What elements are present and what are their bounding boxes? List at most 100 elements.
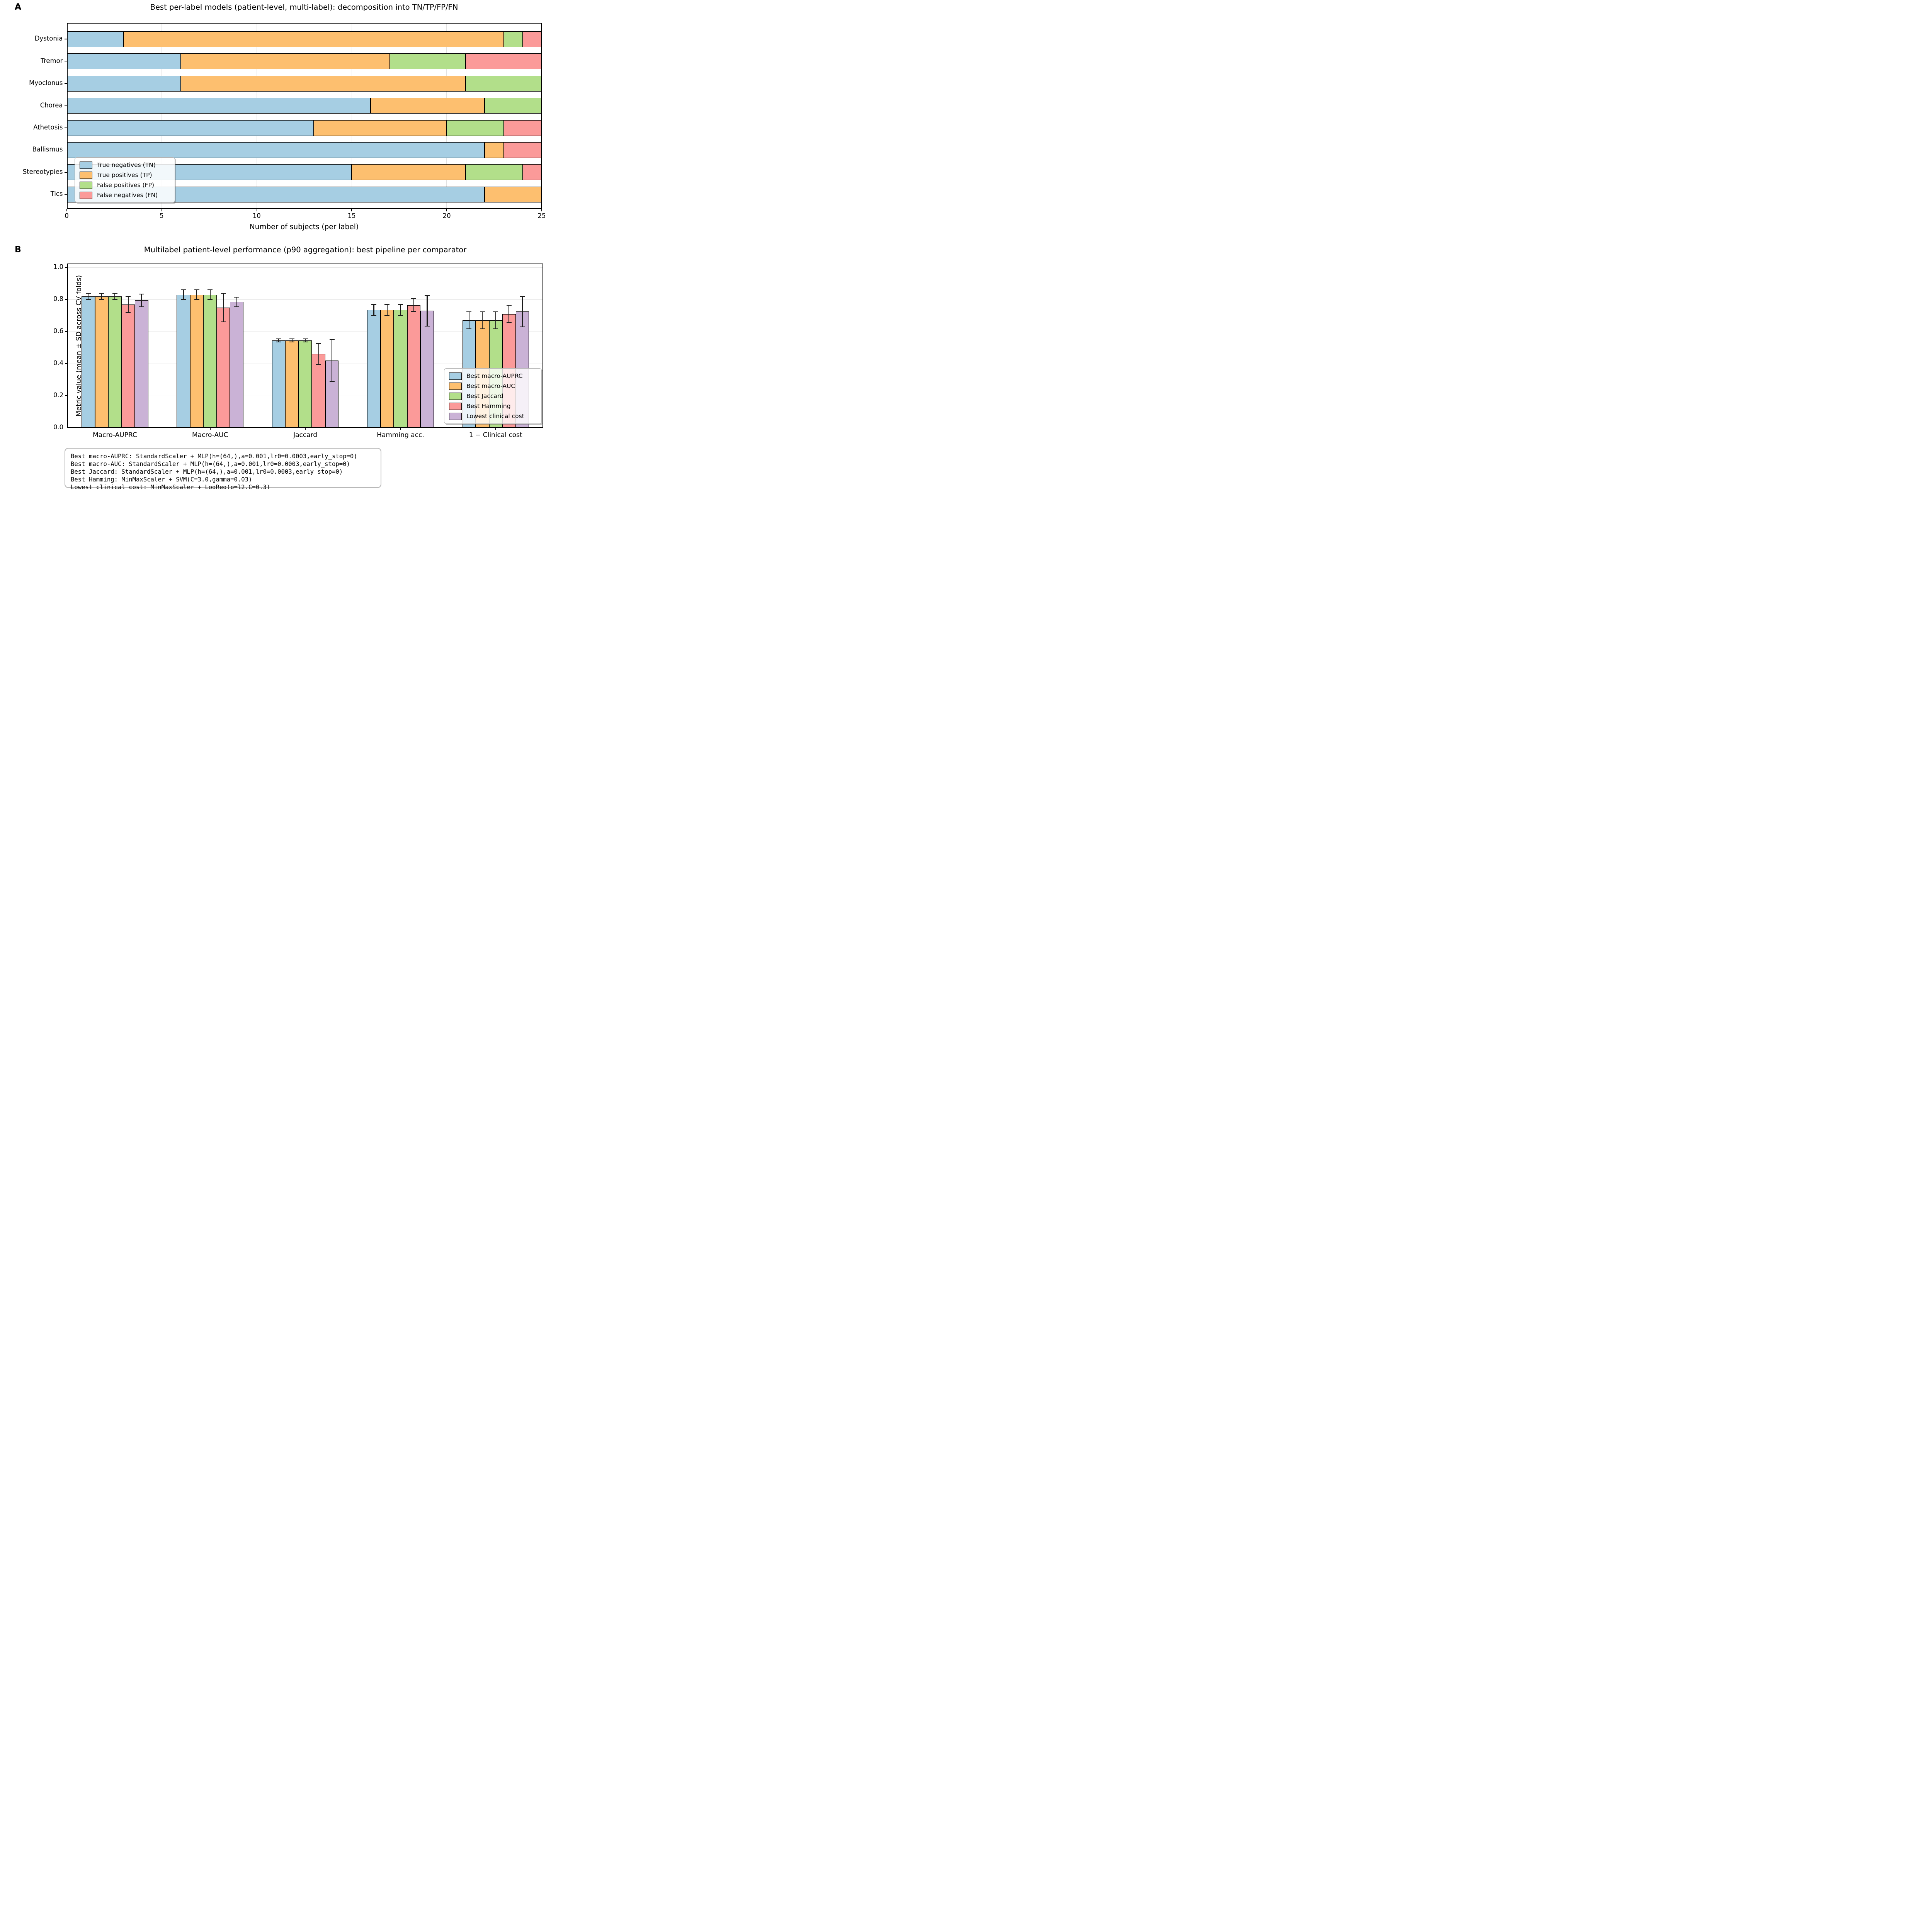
error-cap-top-Hamming acc.-Lowest clinical cost — [424, 295, 430, 296]
bar-segment-Stereotypies-True positives (TP) — [352, 164, 466, 180]
error-cap-bottom-Macro-AUPRC-Best Hamming — [126, 312, 131, 313]
bar-segment-Dystonia-True negatives (TN) — [66, 31, 124, 47]
bar-segment-Dystonia-True positives (TP) — [124, 31, 504, 47]
bar-segment-Dystonia-False positives (FP) — [503, 31, 523, 47]
legend-swatch-Best macro-AUPRC — [449, 372, 462, 380]
bar-Jaccard-Best macro-AUC — [285, 340, 299, 428]
bar-segment-Athetosis-True positives (TP) — [313, 120, 447, 136]
bar-Hamming acc.-Best Hamming — [407, 305, 421, 428]
error-bar-Macro-AUC-Best macro-AUPRC — [183, 290, 184, 300]
error-bar-1 − Clinical cost-Lowest clinical cost — [522, 296, 523, 327]
annotation-line-2: Best macro-AUC: StandardScaler + MLP(h=(… — [71, 461, 350, 468]
error-cap-top-Jaccard-Best macro-AUC — [289, 338, 295, 339]
annotation-line-4: Best Hamming: MinMaxScaler + SVM(C=3.0,g… — [71, 476, 252, 483]
panel-a-legend: True negatives (TN) True positives (TP) Fa… — [75, 157, 175, 202]
ytick-mark-0.2 — [65, 395, 68, 396]
error-cap-top-Macro-AUPRC-Best Jaccard — [112, 293, 117, 294]
error-bar-Hamming acc.-Best macro-AUC — [386, 304, 388, 316]
error-cap-top-Macro-AUPRC-Best macro-AUPRC — [85, 293, 91, 294]
legend-label-True negatives (TN): True negatives (TN) — [97, 162, 156, 168]
error-bar-Macro-AUC-Best macro-AUC — [196, 290, 197, 300]
bar-segment-Ballismus-True negatives (TN) — [66, 142, 485, 158]
bar-segment-Tremor-True negatives (TN) — [66, 53, 181, 70]
bar-segment-Athetosis-True negatives (TN) — [66, 120, 314, 136]
panel-b-legend: Best macro-AUPRC Best macro-AUC Best Jacca… — [444, 368, 542, 424]
error-cap-bottom-Jaccard-Best Hamming — [316, 364, 321, 365]
xtick-label-5: 5 — [160, 212, 164, 219]
error-cap-bottom-1 − Clinical cost-Best Jaccard — [493, 328, 498, 330]
xtick-mark-Macro-AUC — [209, 428, 211, 430]
bar-Jaccard-Best macro-AUPRC — [272, 340, 286, 428]
error-cap-top-Macro-AUC-Best macro-AUC — [194, 289, 199, 291]
error-cap-bottom-Hamming acc.-Best macro-AUPRC — [371, 315, 376, 316]
xtick-mark-25 — [541, 209, 542, 211]
legend-swatch-Best Hamming — [449, 403, 462, 410]
error-cap-top-Jaccard-Best Jaccard — [303, 338, 308, 339]
category-label-Jaccard: Jaccard — [293, 431, 318, 439]
bar-Jaccard-Best Hamming — [312, 354, 325, 428]
gridline-y-0.8 — [67, 299, 543, 300]
bar-segment-Tremor-False negatives (FN) — [466, 53, 542, 70]
bar-segment-Athetosis-False positives (FP) — [447, 120, 504, 136]
bar-Jaccard-Best Jaccard — [298, 340, 312, 428]
error-cap-top-Macro-AUC-Best Jaccard — [207, 289, 213, 291]
bar-segment-Myoclonus-True negatives (TN) — [66, 75, 181, 92]
bar-segment-Chorea-True negatives (TN) — [66, 98, 371, 114]
xtick-label-10: 10 — [252, 212, 261, 219]
legend-item-False negatives (FN): False negatives (FN) — [80, 191, 172, 201]
panel-b-title: Multilabel patient-level performance (p9… — [144, 245, 467, 254]
legend-label-Best Hamming: Best Hamming — [466, 403, 511, 410]
xtick-label-25: 25 — [537, 212, 546, 219]
legend-item-Lowest clinical cost: Lowest clinical cost — [449, 412, 539, 422]
panel-a-title: Best per-label models (patient-level, mu… — [150, 3, 458, 12]
ytick-mark-Ballismus — [64, 150, 67, 151]
legend-item-False positives (FP): False positives (FP) — [80, 181, 172, 191]
bar-segment-Athetosis-False negatives (FN) — [503, 120, 542, 136]
gridline-x-20 — [446, 22, 447, 209]
error-bar-Macro-AUPRC-Best Hamming — [128, 296, 129, 313]
ytick-mark-0.6 — [65, 331, 68, 332]
bar-Macro-AUPRC-Best macro-AUPRC — [82, 296, 95, 428]
legend-item-True negatives (TN): True negatives (TN) — [80, 161, 172, 171]
ytick-mark-Tics — [64, 194, 67, 195]
bar-segment-Chorea-True positives (TP) — [371, 98, 485, 114]
error-cap-bottom-Jaccard-Lowest clinical cost — [329, 381, 335, 382]
legend-label-False positives (FP): False positives (FP) — [97, 182, 154, 189]
error-cap-top-1 − Clinical cost-Best Jaccard — [493, 311, 498, 313]
bar-segment-Dystonia-False negatives (FN) — [522, 31, 542, 47]
legend-label-Best Jaccard: Best Jaccard — [466, 393, 503, 400]
error-bar-Macro-AUPRC-Best macro-AUC — [101, 293, 102, 300]
error-cap-bottom-Hamming acc.-Best Jaccard — [398, 315, 403, 316]
error-bar-Jaccard-Best macro-AUC — [291, 338, 293, 342]
bar-segment-Ballismus-True positives (TP) — [485, 142, 504, 158]
error-cap-top-Macro-AUC-Best Hamming — [221, 293, 226, 294]
error-bar-Macro-AUPRC-Best Jaccard — [114, 293, 116, 300]
legend-swatch-Best macro-AUC — [449, 383, 462, 390]
error-bar-Hamming acc.-Best Jaccard — [400, 304, 401, 316]
legend-item-Best macro-AUPRC: Best macro-AUPRC — [449, 372, 539, 382]
error-bar-Jaccard-Best Jaccard — [305, 338, 306, 342]
error-bar-Jaccard-Best Hamming — [318, 344, 319, 365]
bar-segment-Chorea-False positives (FP) — [485, 98, 542, 114]
error-cap-top-1 − Clinical cost-Best macro-AUC — [480, 311, 485, 313]
legend-label-True positives (TP): True positives (TP) — [97, 172, 152, 179]
panel-b-letter: B — [15, 245, 21, 255]
bar-Macro-AUPRC-Best macro-AUC — [95, 296, 109, 428]
ytick-mark-0.8 — [65, 299, 68, 300]
bar-segment-Tics-True positives (TP) — [485, 186, 542, 202]
ytick-mark-0.4 — [65, 363, 68, 364]
ytick-label-Tics: Tics — [50, 190, 63, 198]
bar-Hamming acc.-Best Jaccard — [394, 310, 407, 428]
panel-a-xaxis-label: Number of subjects (per label) — [249, 223, 359, 231]
xtick-mark-Jaccard — [305, 428, 306, 430]
error-bar-1 − Clinical cost-Best macro-AUC — [482, 312, 483, 329]
error-cap-bottom-Hamming acc.-Best Hamming — [411, 311, 417, 312]
xtick-label-15: 15 — [347, 212, 356, 219]
bar-segment-Myoclonus-True positives (TP) — [180, 75, 466, 92]
category-label-Macro-AUC: Macro-AUC — [192, 431, 228, 439]
error-cap-top-Hamming acc.-Best macro-AUC — [384, 304, 390, 305]
xtick-mark-Macro-AUPRC — [114, 428, 116, 430]
panel-a-letter: A — [15, 2, 22, 12]
ytick-mark-Chorea — [64, 105, 67, 106]
error-cap-bottom-1 − Clinical cost-Best Hamming — [506, 322, 512, 323]
